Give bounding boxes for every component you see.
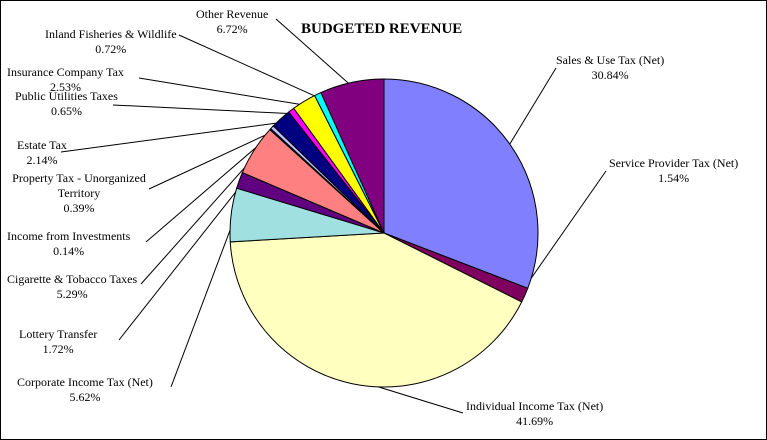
slice-name: Estate Tax bbox=[17, 138, 67, 152]
chart-title: BUDGETED REVENUE bbox=[301, 21, 463, 37]
slice-name: Corporate Income Tax (Net) bbox=[17, 375, 153, 389]
slice-name: Inland Fisheries & Wildlife bbox=[45, 27, 177, 41]
slice-name: Service Provider Tax (Net) bbox=[609, 156, 739, 170]
leader-line-3 bbox=[170, 215, 237, 388]
slice-name: Insurance Company Tax bbox=[7, 65, 124, 79]
leader-line-7 bbox=[148, 129, 276, 190]
slice-label-other-revenue: Other Revenue 6.72% bbox=[196, 7, 268, 37]
slice-percent: 0.39% bbox=[63, 201, 95, 215]
slice-percent: 30.84% bbox=[591, 68, 629, 82]
slice-percent: 0.65% bbox=[50, 104, 82, 118]
slice-name: Individual Income Tax (Net) bbox=[466, 399, 604, 413]
leader-line-6 bbox=[145, 131, 275, 243]
slice-percent: 0.14% bbox=[53, 244, 85, 258]
slice-name: Property Tax - Unorganized Territory bbox=[12, 171, 146, 200]
slice-label-individual-income: Individual Income Tax (Net) 41.69% bbox=[466, 399, 603, 429]
slice-percent: 1.54% bbox=[658, 171, 690, 185]
slice-percent: 0.72% bbox=[95, 42, 127, 56]
pie-slice-0 bbox=[383, 78, 539, 289]
slice-label-sales-use: Sales & Use Tax (Net) 30.84% bbox=[556, 53, 664, 83]
slice-label-cigarette-tobacco: Cigarette & Tobacco Taxes 5.29% bbox=[7, 272, 137, 302]
slice-percent: 2.53% bbox=[49, 80, 81, 94]
slice-label-lottery: Lottery Transfer 1.72% bbox=[19, 327, 97, 357]
slice-label-property-tax: Property Tax - Unorganized Territory 0.3… bbox=[7, 171, 151, 216]
slice-name: Lottery Transfer bbox=[19, 327, 98, 341]
slice-percent: 5.29% bbox=[56, 287, 88, 301]
slice-name: Sales & Use Tax (Net) bbox=[556, 53, 665, 67]
leader-line-10 bbox=[138, 77, 307, 106]
leader-line-12 bbox=[275, 18, 354, 88]
slice-label-corporate-income: Corporate Income Tax (Net) 5.62% bbox=[17, 375, 153, 405]
leader-line-4 bbox=[118, 181, 245, 341]
slice-label-service-provider: Service Provider Tax (Net) 1.54% bbox=[609, 156, 738, 186]
slice-percent: 1.72% bbox=[42, 342, 74, 356]
leader-line-5 bbox=[140, 152, 259, 285]
slice-percent: 6.72% bbox=[216, 22, 248, 36]
slice-name: Income from Investments bbox=[7, 229, 131, 243]
leader-line-1 bbox=[520, 170, 607, 294]
slice-percent: 5.62% bbox=[69, 390, 101, 404]
slice-percent: 2.14% bbox=[26, 153, 58, 167]
slice-label-public-utilities: Public Utilities Taxes 0.65% bbox=[15, 89, 118, 119]
slice-name: Public Utilities Taxes bbox=[15, 89, 118, 103]
slice-label-estate-tax: Estate Tax 2.14% bbox=[17, 138, 67, 168]
slice-label-investments: Income from Investments 0.14% bbox=[7, 229, 130, 259]
leader-line-9 bbox=[112, 104, 294, 115]
leader-line-0 bbox=[506, 67, 557, 149]
pie-slice-2 bbox=[229, 232, 523, 388]
leader-line-8 bbox=[60, 121, 284, 153]
leader-lines bbox=[60, 18, 607, 414]
slice-name: Cigarette & Tobacco Taxes bbox=[7, 272, 138, 286]
pie-slice-12 bbox=[320, 78, 385, 234]
slice-label-inland-fisheries: Inland Fisheries & Wildlife 0.72% bbox=[45, 27, 177, 57]
leader-line-11 bbox=[178, 34, 320, 99]
slice-label-insurance: Insurance Company Tax 2.53% bbox=[7, 65, 124, 95]
pie-slices bbox=[229, 78, 539, 388]
slice-name: Other Revenue bbox=[196, 7, 269, 21]
slice-percent: 41.69% bbox=[516, 414, 554, 428]
